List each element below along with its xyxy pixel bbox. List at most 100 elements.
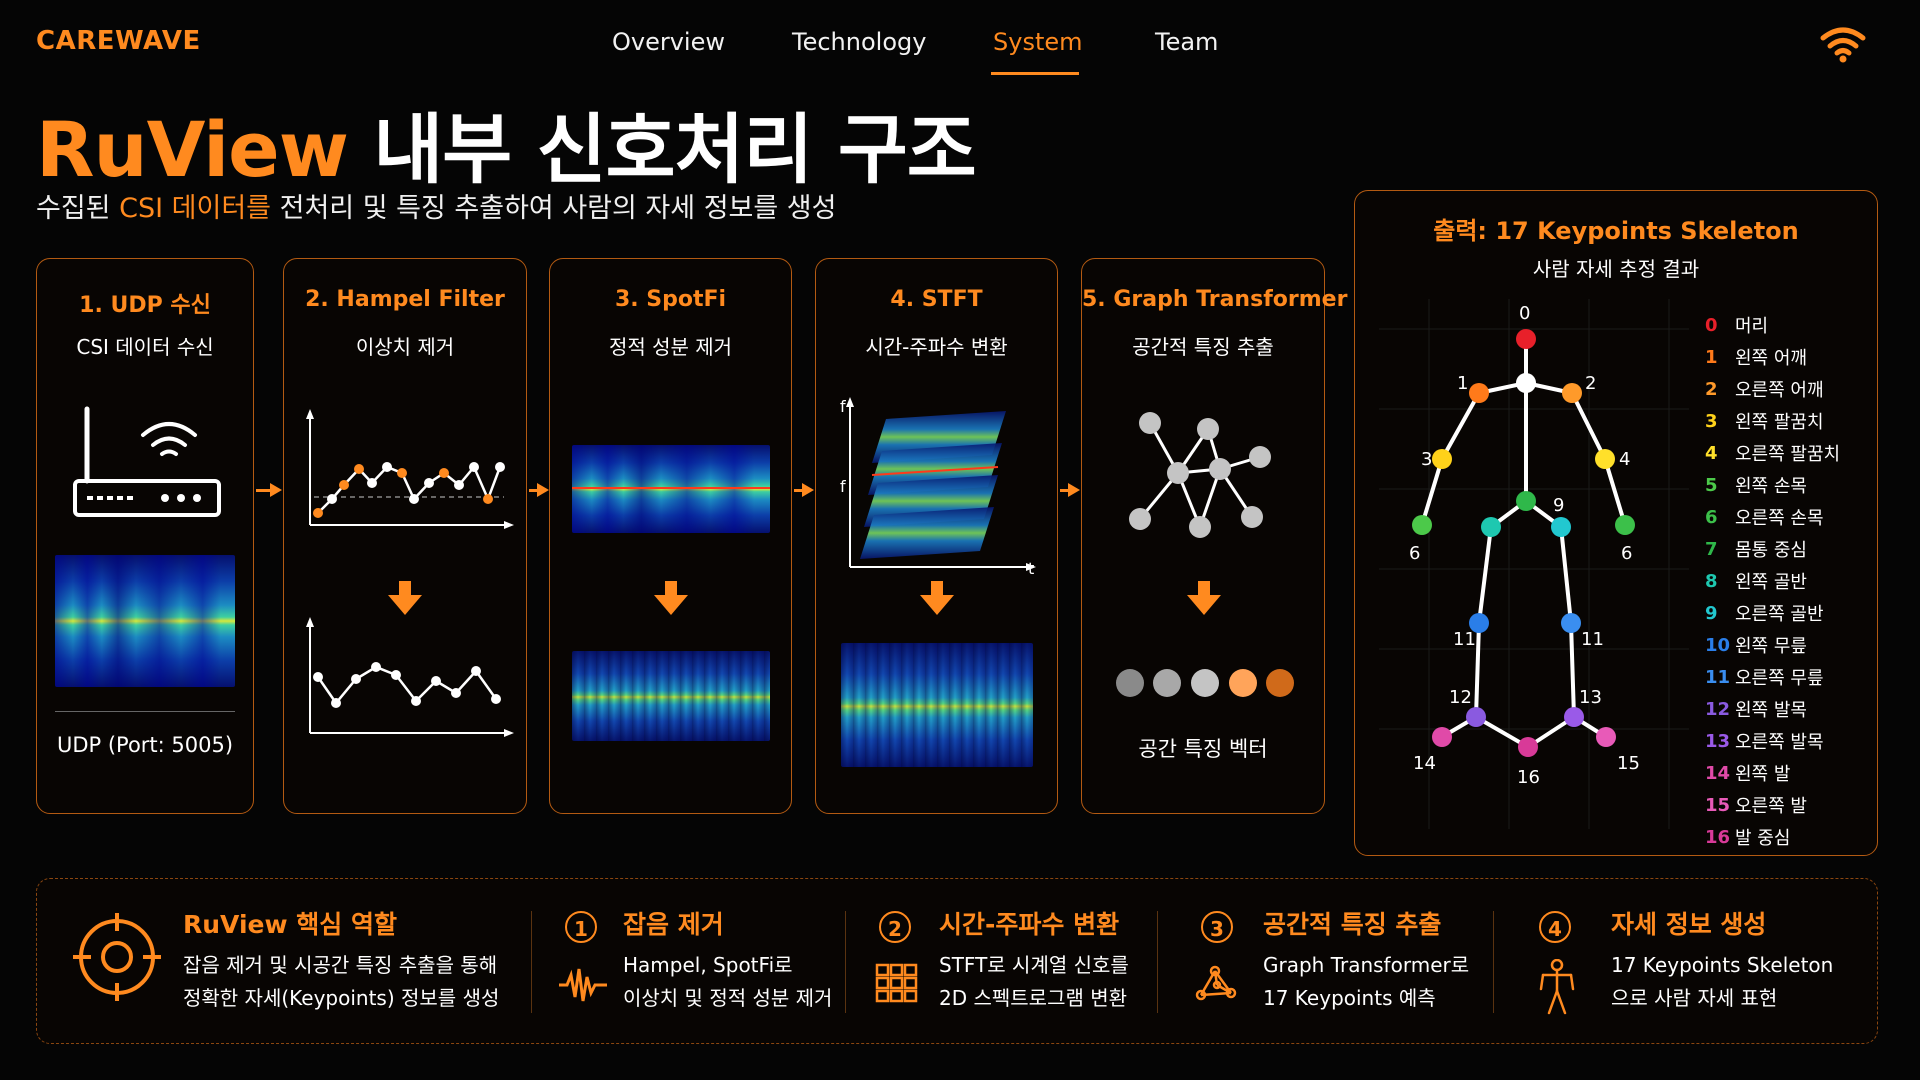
- stage-subtitle: CSI 데이터 수신: [76, 335, 214, 359]
- divider: [1157, 911, 1158, 1013]
- summary-item-title: 공간적 특징 추출: [1263, 910, 1442, 939]
- legend-number: 8: [1705, 570, 1718, 592]
- legend-number: 13: [1705, 730, 1731, 752]
- summary-item-line: 으로 사람 자세 표현: [1611, 986, 1778, 1010]
- page-title: RuView 내부 신호처리 구조: [36, 88, 977, 198]
- legend-label: 오른쪽 골반: [1735, 604, 1824, 625]
- brand-logo[interactable]: CAREWAVE: [36, 26, 201, 56]
- legend-row: 16 발 중심: [1705, 821, 1840, 853]
- step-number-1: 1: [565, 911, 597, 943]
- cleaned-spectrogram: [572, 651, 770, 741]
- legend-row: 7 몸통 중심: [1705, 533, 1840, 565]
- legend-number: 7: [1705, 538, 1718, 560]
- summary-item-title: 자세 정보 생성: [1611, 910, 1767, 939]
- skeleton-label-6-left: 6: [1409, 543, 1420, 564]
- skeleton-label-0: 0: [1519, 303, 1530, 324]
- page-title-accent: RuView: [36, 105, 349, 194]
- axis-label-f-top: f: [840, 397, 846, 416]
- nav-technology[interactable]: Technology: [792, 28, 927, 56]
- wifi-icon: [1820, 27, 1866, 63]
- legend-label: 왼쪽 골반: [1735, 572, 1807, 593]
- divider: [531, 911, 532, 1013]
- page-subtitle: 수집된 CSI 데이터를 전처리 및 특징 추출하여 사람의 자세 정보를 생성: [36, 186, 836, 225]
- flow-arrow-icon: [802, 483, 814, 497]
- legend-number: 12: [1705, 698, 1731, 720]
- legend-label: 오른쪽 발: [1735, 796, 1807, 817]
- grid-icon: [875, 963, 918, 1003]
- udp-port-label: UDP (Port: 5005): [56, 733, 234, 757]
- legend-row: 4 오른쪽 팔꿈치: [1705, 437, 1840, 469]
- summary-item-line: 17 Keypoints Skeleton: [1611, 953, 1834, 977]
- stage-spotfi-panel: 3. SpotFi 정적 성분 제거: [549, 258, 792, 814]
- legend-row: 10 왼쪽 무릎: [1705, 629, 1840, 661]
- skeleton-label-3: 3: [1421, 449, 1432, 470]
- legend-row: 2 오른쪽 어깨: [1705, 373, 1840, 405]
- nav-system[interactable]: System: [993, 28, 1083, 56]
- skeleton-label-11-left: 11: [1453, 629, 1476, 650]
- graph-network-icon: [1129, 412, 1271, 538]
- stft-3d-plot: [846, 397, 1036, 571]
- person-icon: [1539, 959, 1575, 1015]
- nav-team[interactable]: Team: [1155, 28, 1219, 56]
- skeleton-label-14: 14: [1413, 753, 1436, 774]
- flow-arrow-line: [794, 489, 804, 492]
- legend-label: 오른쪽 어깨: [1735, 380, 1824, 401]
- nav-overview[interactable]: Overview: [612, 28, 725, 56]
- target-icon: [73, 913, 161, 1001]
- static-component-line: [572, 487, 770, 489]
- legend-label: 왼쪽 손목: [1735, 476, 1807, 497]
- skeleton-label-11-right: 11: [1581, 629, 1604, 650]
- stage-subtitle: 정적 성분 제거: [608, 335, 733, 359]
- down-arrow-icon: [388, 581, 422, 615]
- raw-signal-plot: [306, 409, 514, 529]
- stage-hampel-panel: 2. Hampel Filter 이상치 제거: [283, 258, 527, 814]
- summary-main: RuView 핵심 역할 잡음 제거 및 시공간 특징 추출을 통해 정확한 자…: [183, 905, 499, 1015]
- summary-item-4: 자세 정보 생성 17 Keypoints Skeleton 으로 사람 자세 …: [1611, 905, 1833, 1015]
- legend-label: 오른쪽 발목: [1735, 732, 1824, 753]
- legend-row: 11 오른쪽 무릎: [1705, 661, 1840, 693]
- summary-item-line: STFT로 시계열 신호를: [939, 953, 1129, 977]
- legend-label: 왼쪽 팔꿈치: [1735, 412, 1824, 433]
- summary-item-title: 시간-주파수 변환: [939, 910, 1120, 939]
- legend-label: 왼쪽 발: [1735, 764, 1791, 785]
- legend-label: 발 중심: [1735, 828, 1791, 849]
- legend-label: 머리: [1735, 316, 1769, 337]
- legend-label: 오른쪽 팔꿈치: [1735, 444, 1841, 465]
- step-number-4: 4: [1539, 911, 1571, 943]
- nav-active-indicator: [991, 72, 1079, 75]
- stage-title: 1. UDP 수신: [79, 293, 211, 318]
- skeleton-diagram: 0 1 2 3 4 6 6 9 11 11 12 13 14 15 16: [1379, 299, 1689, 829]
- axis-label-f-mid: f: [840, 477, 846, 496]
- stage-graph-transformer-panel: 5. Graph Transformer 공간적 특징 추출 공간 특징 벡터: [1081, 258, 1347, 814]
- page-title-rest: 내부 신호처리 구조: [347, 105, 976, 194]
- spectrogram-axis: [55, 711, 235, 712]
- summary-item-line: Graph Transformer로: [1263, 953, 1470, 977]
- legend-label: 몸통 중심: [1735, 540, 1807, 561]
- skeleton-label-4: 4: [1619, 449, 1630, 470]
- skeleton-label-6-right: 6: [1621, 543, 1632, 564]
- legend-number: 9: [1705, 602, 1718, 624]
- down-arrow-icon: [1187, 581, 1221, 615]
- legend-number: 1: [1705, 346, 1718, 368]
- flow-arrow-line: [256, 489, 272, 492]
- legend-row: 3 왼쪽 팔꿈치: [1705, 405, 1840, 437]
- summary-main-line-1: 잡음 제거 및 시공간 특징 추출을 통해: [183, 953, 498, 977]
- skeleton-label-9: 9: [1553, 495, 1564, 516]
- summary-item-line: Hampel, SpotFi로: [623, 953, 793, 977]
- output-title: 출력: 17 Keypoints Skeleton: [1433, 217, 1799, 245]
- router-icon: [73, 406, 221, 517]
- legend-row: 9 오른쪽 골반: [1705, 597, 1840, 629]
- flow-arrow-icon: [1068, 483, 1080, 497]
- summary-item-3: 공간적 특징 추출 Graph Transformer로 17 Keypoint…: [1263, 905, 1469, 1015]
- summary-item-1: 잡음 제거 Hampel, SpotFi로 이상치 및 정적 성분 제거: [623, 905, 832, 1015]
- summary-item-title: 잡음 제거: [623, 910, 724, 939]
- feature-vector-label: 공간 특징 벡터: [1138, 737, 1268, 761]
- waveform-icon: [559, 968, 607, 1002]
- down-arrow-icon: [654, 581, 688, 615]
- step-number-3: 3: [1201, 911, 1233, 943]
- flow-arrow-line: [529, 489, 539, 492]
- legend-number: 4: [1705, 442, 1718, 464]
- legend-number: 5: [1705, 474, 1718, 496]
- stage-subtitle: 이상치 제거: [355, 335, 455, 359]
- legend-label: 오른쪽 손목: [1735, 508, 1824, 529]
